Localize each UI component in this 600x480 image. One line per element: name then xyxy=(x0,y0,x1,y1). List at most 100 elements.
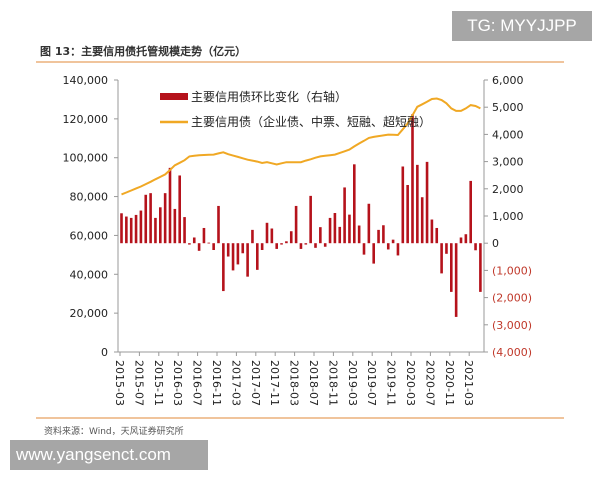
watermark-bottom: www.yangsenct.com xyxy=(10,440,208,470)
line-series xyxy=(121,97,481,196)
left-tick-label: 0 xyxy=(101,346,108,359)
bar xyxy=(348,214,351,244)
bar xyxy=(163,193,167,244)
right-tick-label: (1,000) xyxy=(492,264,532,277)
bar xyxy=(173,208,177,244)
bar xyxy=(134,214,138,244)
bar xyxy=(319,227,322,244)
bar xyxy=(183,217,186,244)
bar xyxy=(270,228,274,244)
bar xyxy=(464,234,468,244)
watermark-top: TG: MYYJJPP xyxy=(452,11,592,41)
bar xyxy=(144,194,148,244)
bar xyxy=(149,193,152,244)
right-tick-label: 6,000 xyxy=(492,74,524,87)
bar xyxy=(280,243,283,245)
x-tick-label: 2015-03 xyxy=(113,360,126,406)
bar xyxy=(440,243,443,274)
bar xyxy=(231,243,235,271)
bar xyxy=(454,243,458,317)
x-tick-label: 2016-03 xyxy=(171,360,184,406)
bar xyxy=(256,243,259,270)
bar xyxy=(246,243,249,277)
bar xyxy=(120,213,123,244)
left-tick-label: 100,000 xyxy=(63,152,109,165)
x-tick-label: 2018-03 xyxy=(288,360,301,406)
right-tick-label: 2,000 xyxy=(492,183,524,196)
x-tick-label: 2020-11 xyxy=(443,360,456,406)
left-tick-label: 80,000 xyxy=(70,191,109,204)
bar xyxy=(304,243,308,245)
x-tick-label: 2016-07 xyxy=(191,360,204,406)
bar xyxy=(289,231,293,244)
bar xyxy=(367,203,371,244)
x-tick-label: 2019-11 xyxy=(385,360,398,406)
x-tick-label: 2016-11 xyxy=(210,360,223,406)
right-tick-label: (4,000) xyxy=(492,346,532,359)
x-tick-label: 2017-11 xyxy=(268,360,281,406)
right-tick-label: (2,000) xyxy=(492,292,532,305)
bar xyxy=(294,205,298,244)
bar xyxy=(197,243,201,251)
bar xyxy=(450,243,453,292)
bar xyxy=(139,210,143,244)
bar xyxy=(338,226,342,244)
bar xyxy=(275,243,278,249)
bar xyxy=(260,243,264,250)
source-note: 资料来源：Wind，天风证券研究所 xyxy=(44,425,184,437)
legend: 主要信用债环比变化（右轴） 主要信用债（企业债、中票、短融、超短融） xyxy=(160,89,431,129)
right-tick-label: 3,000 xyxy=(492,156,524,169)
bar xyxy=(323,243,327,247)
bar xyxy=(333,213,337,244)
right-tick-label: 4,000 xyxy=(492,128,524,141)
x-tick-label: 2017-03 xyxy=(229,360,242,406)
bar xyxy=(425,161,429,244)
bar xyxy=(396,243,400,256)
bar xyxy=(212,243,215,250)
bar xyxy=(377,229,380,244)
bar xyxy=(362,243,366,255)
left-tick-label: 140,000 xyxy=(63,74,109,87)
chart-title: 图 13：主要信用债托管规模走势（亿元） xyxy=(40,44,246,58)
bar xyxy=(217,205,220,244)
bar xyxy=(285,241,288,244)
right-tick-label: 5,000 xyxy=(492,101,524,114)
bar xyxy=(178,175,181,244)
bar xyxy=(188,243,191,245)
x-tick-label: 2020-07 xyxy=(423,360,436,406)
bar xyxy=(154,217,157,244)
right-tick-label: 0 xyxy=(492,237,499,250)
left-tick-label: 60,000 xyxy=(70,229,109,242)
bar xyxy=(265,222,269,244)
bar xyxy=(420,197,424,244)
bar xyxy=(125,216,128,244)
legend-label-bar: 主要信用债环比变化（右轴） xyxy=(191,89,347,104)
bar xyxy=(445,243,448,254)
legend-label-line: 主要信用债（企业债、中票、短融、超短融） xyxy=(191,114,431,129)
bar xyxy=(406,184,409,244)
bar xyxy=(382,225,385,244)
bar xyxy=(416,164,419,244)
bar xyxy=(299,243,303,249)
bar xyxy=(168,167,172,244)
x-tick-label: 2019-07 xyxy=(365,360,378,406)
bar xyxy=(236,243,240,265)
bar xyxy=(391,239,395,244)
bar xyxy=(222,243,225,292)
bar xyxy=(372,243,375,264)
bar xyxy=(192,237,196,244)
bar xyxy=(129,217,133,244)
bar xyxy=(459,237,463,244)
bar xyxy=(353,164,356,244)
bar xyxy=(309,195,312,244)
legend-swatch-bar xyxy=(160,93,188,100)
bar xyxy=(343,187,346,244)
right-tick-label: (3,000) xyxy=(492,319,532,332)
bar xyxy=(202,227,206,244)
left-tick-label: 40,000 xyxy=(70,268,109,281)
x-tick-label: 2020-03 xyxy=(404,360,417,406)
bar xyxy=(314,243,317,248)
x-tick-label: 2021-03 xyxy=(462,360,475,406)
bar xyxy=(474,243,477,251)
